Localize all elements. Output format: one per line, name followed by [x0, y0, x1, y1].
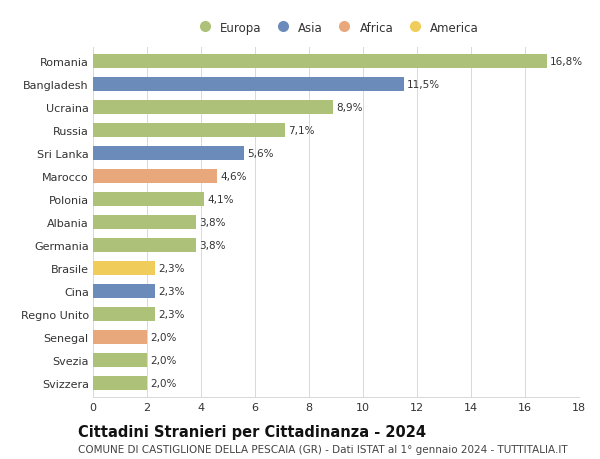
- Text: Cittadini Stranieri per Cittadinanza - 2024: Cittadini Stranieri per Cittadinanza - 2…: [78, 425, 426, 440]
- Bar: [93, 78, 404, 92]
- Text: 5,6%: 5,6%: [247, 149, 274, 159]
- Bar: [93, 353, 147, 367]
- Text: 4,6%: 4,6%: [220, 172, 247, 182]
- Text: 3,8%: 3,8%: [199, 218, 226, 228]
- Text: 11,5%: 11,5%: [407, 80, 440, 90]
- Text: 2,3%: 2,3%: [158, 309, 185, 319]
- Text: 2,0%: 2,0%: [150, 332, 176, 342]
- Bar: [93, 376, 147, 390]
- Bar: [93, 308, 155, 321]
- Bar: [93, 239, 196, 252]
- Bar: [93, 170, 217, 184]
- Bar: [93, 147, 244, 161]
- Text: 8,9%: 8,9%: [337, 103, 363, 113]
- Bar: [93, 101, 334, 115]
- Bar: [93, 262, 155, 275]
- Text: COMUNE DI CASTIGLIONE DELLA PESCAIA (GR) - Dati ISTAT al 1° gennaio 2024 - TUTTI: COMUNE DI CASTIGLIONE DELLA PESCAIA (GR)…: [78, 444, 568, 454]
- Text: 2,3%: 2,3%: [158, 263, 185, 274]
- Bar: [93, 124, 285, 138]
- Text: 3,8%: 3,8%: [199, 241, 226, 251]
- Bar: [93, 330, 147, 344]
- Bar: [93, 285, 155, 298]
- Bar: [93, 55, 547, 69]
- Text: 7,1%: 7,1%: [288, 126, 314, 136]
- Bar: [93, 216, 196, 230]
- Legend: Europa, Asia, Africa, America: Europa, Asia, Africa, America: [191, 19, 481, 37]
- Text: 2,3%: 2,3%: [158, 286, 185, 297]
- Text: 2,0%: 2,0%: [150, 355, 176, 365]
- Text: 2,0%: 2,0%: [150, 378, 176, 388]
- Text: 16,8%: 16,8%: [550, 57, 583, 67]
- Bar: [93, 193, 204, 207]
- Text: 4,1%: 4,1%: [207, 195, 233, 205]
